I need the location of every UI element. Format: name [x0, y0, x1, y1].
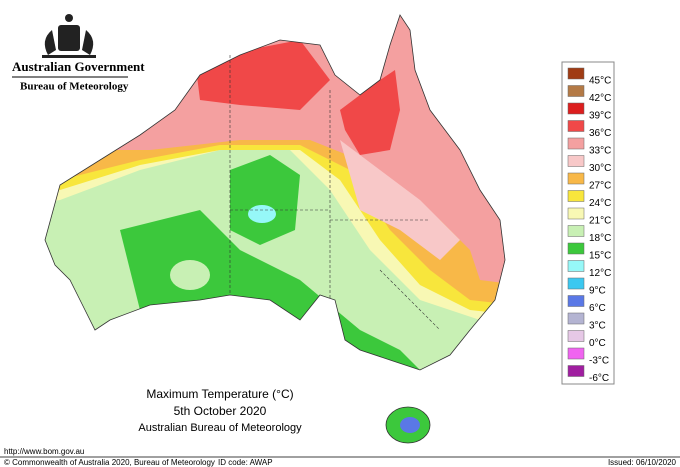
- legend-swatch: [567, 242, 585, 255]
- legend-swatch: [567, 260, 585, 272]
- copyright: © Commonwealth of Australia 2020, Bureau…: [4, 458, 215, 467]
- legend-label: 27°C: [589, 181, 611, 192]
- coat-of-arms: [42, 14, 96, 58]
- bureau-name: Bureau of Meteorology: [20, 81, 129, 93]
- legend-swatch: [567, 330, 585, 342]
- legend-swatch: [567, 137, 585, 150]
- legend-label: 9°C: [589, 286, 606, 297]
- legend-label: 42°C: [589, 93, 611, 104]
- legend-swatch: [567, 172, 585, 185]
- legend-swatch: [567, 312, 585, 325]
- legend-label: 30°C: [589, 163, 611, 174]
- legend-label: 0°C: [589, 338, 606, 349]
- legend-swatch: [567, 190, 585, 202]
- legend-swatch: [567, 347, 585, 360]
- legend-label: 36°C: [589, 128, 611, 139]
- legend-label: 39°C: [589, 111, 611, 122]
- legend-label: 21°C: [589, 216, 611, 227]
- map-title: Maximum Temperature (°C): [146, 387, 293, 401]
- legend-swatch: [567, 155, 585, 167]
- map-date: 5th October 2020: [174, 404, 267, 418]
- legend-swatch: [567, 120, 585, 132]
- government-name: Australian Government: [12, 59, 145, 74]
- legend-label: 6°C: [589, 303, 606, 314]
- legend-swatch: [567, 207, 585, 220]
- legend-swatch: [567, 67, 585, 80]
- legend-swatch: [567, 295, 585, 307]
- legend-label: -6°C: [589, 373, 609, 384]
- legend-label: -3°C: [589, 356, 609, 367]
- coastline: [44, 14, 506, 371]
- legend-label: 15°C: [589, 251, 611, 262]
- id-code: ID code: AWAP: [218, 458, 273, 467]
- legend-swatch: [567, 102, 585, 115]
- state-borders: [229, 55, 441, 331]
- legend-swatch: [567, 85, 585, 97]
- legend-label: 24°C: [589, 198, 611, 209]
- tasmania-highlands: [400, 417, 420, 433]
- legend-label: 45°C: [589, 76, 611, 87]
- url: http://www.bom.gov.au: [4, 447, 84, 456]
- legend-label: 3°C: [589, 321, 606, 332]
- legend-swatch: [567, 365, 585, 377]
- legend-swatch: [567, 225, 585, 237]
- legend-label: 18°C: [589, 233, 611, 244]
- legend-label: 33°C: [589, 146, 611, 157]
- legend-label: 12°C: [589, 268, 611, 279]
- issued: Issued: 06/10/2020: [608, 458, 677, 467]
- legend-swatch: [567, 277, 585, 290]
- map-source: Australian Bureau of Meteorology: [138, 422, 302, 434]
